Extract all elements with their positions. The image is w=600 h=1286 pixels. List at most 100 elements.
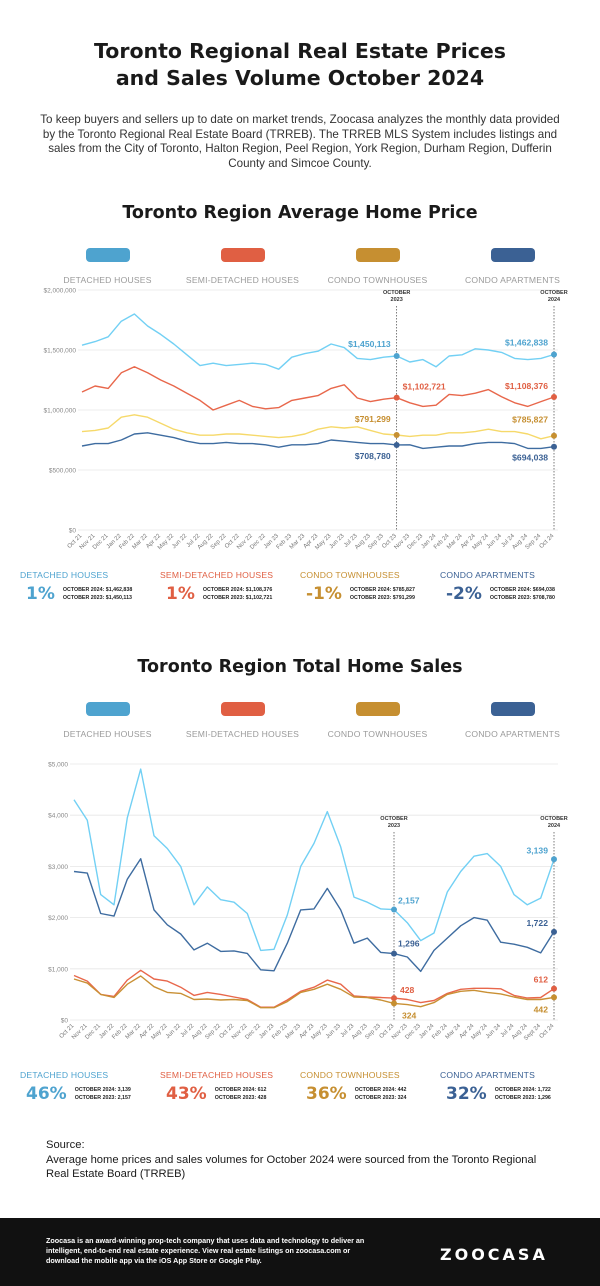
data-point-detached xyxy=(393,352,400,359)
data-label-detached: 2,157 xyxy=(398,896,420,906)
summary-heading: SEMI-DETACHED HOUSES xyxy=(160,1070,274,1080)
y-tick-label: $500,000 xyxy=(49,468,76,475)
source-label: Source: xyxy=(46,1139,85,1151)
data-point-semi xyxy=(551,985,557,992)
legend-label: CONDO APARTMENTS xyxy=(464,729,561,739)
footer: Zoocasa is an award-winning prop-tech co… xyxy=(0,1218,600,1286)
series-line-apartment xyxy=(81,432,555,450)
legend-swatch-semi xyxy=(220,248,265,262)
legend-label: DETACHED HOUSES xyxy=(63,275,152,285)
x-tick-label: Jun 23 xyxy=(329,533,346,550)
summary-value-2023: OCTOBER 2023: 1,296 xyxy=(494,1095,551,1101)
summary-percent-change: -1% xyxy=(306,584,342,604)
summary-values: OCTOBER 2024: 612 OCTOBER 2023: 428 xyxy=(215,1086,267,1102)
summary-value-2023: OCTOBER 2023: $1,102,721 xyxy=(202,595,273,601)
data-label-apartment: $708,780 xyxy=(355,451,391,461)
zoocasa-logo[interactable]: ZOOCASA xyxy=(440,1245,548,1264)
summary-value-2023: OCTOBER 2023: 2,157 xyxy=(74,1095,131,1101)
data-label-detached: 3,139 xyxy=(526,845,548,855)
summary-values: OCTOBER 2024: 1,722 OCTOBER 2023: 1,296 xyxy=(495,1086,551,1102)
data-point-semi xyxy=(551,393,557,400)
legend-item-townhouse: CONDO TOWNHOUSES xyxy=(310,248,445,285)
marker-label-year: 2024 xyxy=(548,297,561,303)
series-line-apartment xyxy=(73,857,555,973)
x-tick-label: Jun 22 xyxy=(171,533,188,550)
summary-value-2024: OCTOBER 2024: 3,139 xyxy=(74,1087,131,1093)
data-point-apartment xyxy=(393,441,400,448)
y-tick-label: $0 xyxy=(69,528,77,535)
summary-values: OCTOBER 2024: $785,827 OCTOBER 2023: $791… xyxy=(350,586,415,602)
data-point-townhouse xyxy=(551,994,557,1001)
summary-percent-change: 1% xyxy=(166,584,195,604)
data-label-townhouse: 442 xyxy=(534,1004,549,1014)
legend-swatch-detached xyxy=(85,248,130,262)
legend-item-semi: SEMI-DETACHED HOUSES xyxy=(175,248,310,285)
series-line-detached xyxy=(73,768,555,952)
summary-value-2024: OCTOBER 2024: $785,827 xyxy=(349,587,415,593)
legend-item-detached: DETACHED HOUSES xyxy=(40,702,175,739)
marker-label-month: OCTOBER xyxy=(383,290,410,296)
data-label-apartment: 1,722 xyxy=(526,918,548,928)
y-tick-label: $5,000 xyxy=(48,762,68,769)
legend-item-semi: SEMI-DETACHED HOUSES xyxy=(175,702,310,739)
data-label-townhouse: $785,827 xyxy=(512,415,548,425)
intro-paragraph: To keep buyers and sellers up to date on… xyxy=(40,113,560,170)
summary-values: OCTOBER 2024: $1,462,838 OCTOBER 2023: $1… xyxy=(63,586,132,602)
legend-label: SEMI-DETACHED HOUSES xyxy=(185,275,300,285)
summary-row: -1% OCTOBER 2024: $785,827 OCTOBER 2023: $… xyxy=(300,584,440,604)
summary-value-2024: OCTOBER 2024: 442 xyxy=(354,1087,407,1093)
legend-swatch-townhouse xyxy=(355,248,400,262)
x-tick-label: Jun 23 xyxy=(325,1023,342,1040)
summary-townhouse: CONDO TOWNHOUSES 36% OCTOBER 2024: 442 OCTO… xyxy=(300,1070,440,1104)
data-label-apartment: 1,296 xyxy=(398,939,420,949)
summary-apartment: CONDO APARTMENTS -2% OCTOBER 2024: $694,03… xyxy=(440,570,580,604)
summary-row: 36% OCTOBER 2024: 442 OCTOBER 2023: 324 xyxy=(300,1084,440,1104)
summary-percent-change: 1% xyxy=(26,584,55,604)
data-point-apartment xyxy=(551,443,557,450)
legend-swatch-townhouse xyxy=(355,702,400,716)
legend-label: SEMI-DETACHED HOUSES xyxy=(185,729,300,739)
data-point-townhouse xyxy=(551,432,557,439)
source-text: Average home prices and sales volumes fo… xyxy=(46,1153,537,1181)
series-line-detached xyxy=(81,313,555,370)
y-tick-label: $0 xyxy=(61,1018,69,1025)
marker-label-year: 2024 xyxy=(548,823,561,829)
data-point-detached xyxy=(551,351,557,358)
y-tick-label: $3,000 xyxy=(48,864,68,871)
data-point-townhouse xyxy=(391,1000,397,1007)
data-label-detached: $1,450,113 xyxy=(348,339,391,349)
page-title-line-1: Toronto Regional Real Estate Prices xyxy=(93,39,506,63)
summary-detached: DETACHED HOUSES 1% OCTOBER 2024: $1,462,83… xyxy=(20,570,160,604)
marker-label-year: 2023 xyxy=(391,297,403,303)
y-tick-label: $2,000 xyxy=(48,915,68,922)
summary-row: -2% OCTOBER 2024: $694,038 OCTOBER 2023: $… xyxy=(440,584,580,604)
legend-item-apartment: CONDO APARTMENTS xyxy=(445,248,580,285)
x-tick-label: Oct 24 xyxy=(539,1023,556,1040)
summary-row: 46% OCTOBER 2024: 3,139 OCTOBER 2023: 2,15… xyxy=(20,1084,160,1104)
marker-label-year: 2023 xyxy=(388,823,400,829)
data-label-townhouse: $791,299 xyxy=(355,414,391,424)
series-line-townhouse xyxy=(81,414,555,440)
legend-item-townhouse: CONDO TOWNHOUSES xyxy=(310,702,445,739)
legend-swatch-detached xyxy=(85,702,130,716)
price-chart-title: Toronto Region Average Home Price xyxy=(122,203,478,223)
y-tick-label: $1,000 xyxy=(48,966,68,973)
summary-heading: SEMI-DETACHED HOUSES xyxy=(160,570,274,580)
x-tick-label: Oct 24 xyxy=(539,533,556,550)
summary-row: 1% OCTOBER 2024: $1,108,376 OCTOBER 2023: … xyxy=(160,584,300,604)
data-point-semi xyxy=(393,394,400,401)
legend-swatch-apartment xyxy=(490,702,535,716)
summary-detached: DETACHED HOUSES 46% OCTOBER 2024: 3,139 OCT… xyxy=(20,1070,160,1104)
summary-semi: SEMI-DETACHED HOUSES 43% OCTOBER 2024: 612… xyxy=(160,1070,300,1104)
page-title: Toronto Regional Real Estate Prices and … xyxy=(0,38,600,92)
data-label-detached: $1,462,838 xyxy=(505,337,548,347)
summary-row: 1% OCTOBER 2024: $1,462,838 OCTOBER 2023: … xyxy=(20,584,160,604)
summary-value-2024: OCTOBER 2024: $1,108,376 xyxy=(202,587,273,593)
summary-percent-change: 46% xyxy=(26,1084,67,1104)
marker-label-month: OCTOBER xyxy=(540,290,567,296)
data-label-semi: 428 xyxy=(400,985,415,995)
x-tick-label: Jun 22 xyxy=(165,1023,182,1040)
data-label-semi: 612 xyxy=(534,975,549,985)
price-line-chart: $0 $500,000 $1,000,000 $1,500,000 $2,000,000… xyxy=(43,288,567,552)
page-title-line-2: and Sales Volume October 2024 xyxy=(115,66,485,90)
